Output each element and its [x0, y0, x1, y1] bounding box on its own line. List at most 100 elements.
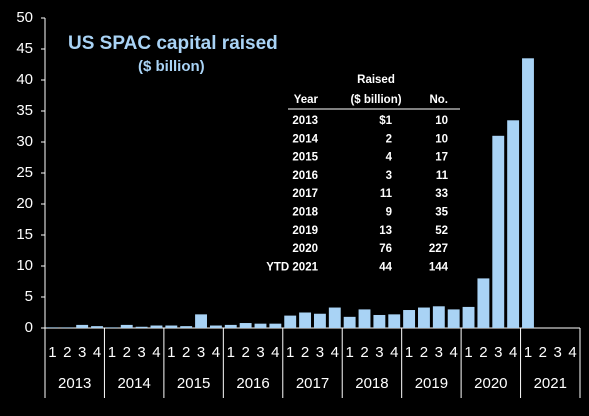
table-cell: 2	[386, 133, 392, 145]
y-tick-label: 45	[16, 40, 33, 57]
x-tick-label: 1	[286, 344, 294, 361]
table-cell: 2015	[292, 152, 318, 164]
x-tick-label: 2	[182, 344, 190, 361]
bar	[224, 324, 237, 328]
table-cell: 4	[386, 152, 393, 164]
x-tick-label: 3	[375, 344, 383, 361]
x-tick-label: 4	[390, 344, 398, 361]
bar	[269, 323, 282, 328]
bar	[343, 316, 356, 328]
x-tick-label: 2	[479, 344, 487, 361]
x-tick-label: 1	[405, 344, 413, 361]
x-tick-label: 1	[48, 344, 56, 361]
bar	[373, 314, 386, 328]
x-tick-label: 4	[509, 344, 517, 361]
table-cell: 9	[386, 207, 392, 219]
table-cell: 52	[435, 225, 448, 237]
year-label: 2019	[415, 375, 448, 392]
x-tick-label: 3	[137, 344, 145, 361]
table-header: No.	[429, 94, 448, 106]
x-tick-label: 4	[450, 344, 458, 361]
x-tick-label: 3	[316, 344, 324, 361]
table-cell: 2019	[292, 225, 318, 237]
bar	[388, 314, 401, 328]
bar	[432, 306, 445, 328]
year-label: 2013	[58, 375, 91, 392]
x-tick-label: 4	[93, 344, 101, 361]
bar	[239, 323, 252, 328]
x-tick-label: 2	[301, 344, 309, 361]
bar	[209, 325, 222, 328]
x-tick-label: 3	[494, 344, 502, 361]
bar	[462, 306, 475, 328]
table-cell: 13	[379, 225, 392, 237]
bar	[522, 58, 534, 329]
table-cell: 35	[435, 207, 448, 219]
x-tick-label: 1	[227, 344, 235, 361]
bar	[105, 327, 118, 328]
year-label: 2017	[296, 375, 329, 392]
bar	[447, 309, 460, 328]
table-header: Raised	[357, 74, 395, 86]
x-tick-label: 3	[435, 344, 443, 361]
x-tick-label: 1	[464, 344, 472, 361]
x-tick-label: 2	[539, 344, 547, 361]
bar	[299, 312, 312, 328]
y-tick-label: 15	[16, 226, 33, 243]
bar	[418, 307, 430, 328]
table-cell: 2014	[292, 133, 318, 145]
bar	[254, 323, 267, 328]
y-tick-label: 40	[16, 71, 33, 88]
table-cell: 144	[429, 261, 449, 273]
bar	[135, 326, 148, 328]
bar	[120, 324, 133, 328]
table-cell: 2020	[292, 243, 318, 255]
table-cell: 10	[435, 115, 448, 127]
x-tick-label: 3	[554, 344, 562, 361]
x-tick-label: 2	[63, 344, 71, 361]
x-tick-label: 1	[524, 344, 532, 361]
x-tick-label: 4	[271, 344, 279, 361]
x-tick-label: 4	[212, 344, 220, 361]
table-header: ($ billion)	[350, 94, 401, 106]
bar	[61, 327, 74, 328]
bar	[91, 326, 103, 328]
year-label: 2021	[534, 375, 567, 392]
bar	[180, 326, 193, 328]
y-tick-label: 50	[16, 9, 33, 26]
table-cell: 11	[436, 170, 449, 182]
bar	[477, 278, 490, 328]
bar	[195, 314, 207, 328]
x-tick-label: 3	[197, 344, 205, 361]
y-tick-label: 20	[16, 195, 33, 212]
table-cell: 3	[386, 170, 392, 182]
x-tick-label: 4	[568, 344, 576, 361]
table-cell: 10	[435, 133, 448, 145]
y-tick-label: 25	[16, 164, 33, 181]
y-tick-label: 0	[25, 319, 33, 336]
bar	[358, 309, 371, 328]
year-label: 2016	[236, 375, 269, 392]
y-tick-label: 30	[16, 133, 33, 150]
bar	[507, 120, 520, 328]
x-tick-label: 4	[331, 344, 339, 361]
x-tick-label: 2	[123, 344, 131, 361]
table-cell: $1	[379, 115, 392, 127]
bar	[313, 313, 326, 328]
x-tick-label: 1	[167, 344, 175, 361]
bar	[284, 315, 297, 328]
bar	[492, 135, 505, 328]
x-tick-label: 3	[78, 344, 86, 361]
x-tick-label: 3	[256, 344, 264, 361]
year-label: 2018	[355, 375, 388, 392]
table-cell: 76	[379, 243, 392, 255]
table-cell: 2017	[292, 188, 318, 200]
year-label: 2014	[117, 375, 150, 392]
table-cell: 11	[380, 188, 393, 200]
y-tick-label: 5	[25, 288, 33, 305]
table-cell: 2016	[292, 170, 318, 182]
table-cell: 227	[429, 243, 448, 255]
x-tick-label: 2	[241, 344, 249, 361]
bar	[165, 325, 178, 328]
table-cell: 17	[435, 152, 448, 164]
